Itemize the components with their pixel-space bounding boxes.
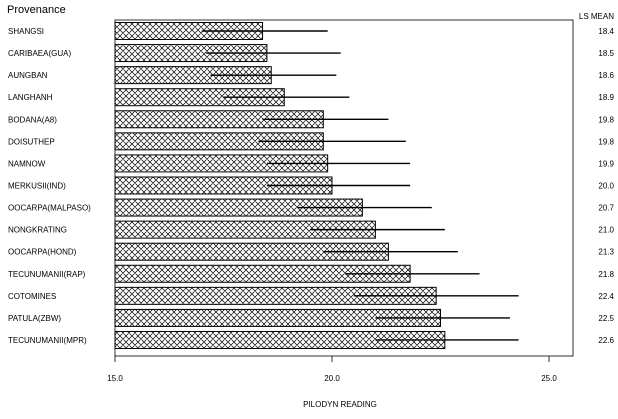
x-axis-label: PILODYN READING: [303, 400, 377, 409]
category-label: TECUNUMANII(MPR): [8, 336, 87, 345]
x-tick-label: 20.0: [324, 374, 340, 383]
ls-mean-value: 20.7: [598, 204, 614, 213]
category-label: COTOMINES: [8, 292, 56, 301]
ls-mean-value: 18.5: [598, 49, 614, 58]
ls-mean-value: 22.6: [598, 336, 614, 345]
category-label: PATULA(ZBW): [8, 314, 61, 323]
value-column-header: LS MEAN: [579, 12, 614, 21]
ls-mean-value: 19.8: [598, 115, 614, 124]
category-label: NONGKRATING: [8, 226, 67, 235]
ls-mean-value: 21.3: [598, 248, 614, 257]
ls-mean-value: 20.0: [598, 181, 614, 190]
category-label: LANGHANH: [8, 93, 53, 102]
category-label: CARIBAEA(GUA): [8, 49, 71, 58]
ls-mean-value: 22.4: [598, 292, 614, 301]
category-label: SHANGSI: [8, 27, 44, 36]
ls-mean-value: 19.8: [598, 137, 614, 146]
ls-mean-value: 18.6: [598, 71, 614, 80]
x-tick-label: 15.0: [107, 374, 123, 383]
category-label: MERKUSII(IND): [8, 181, 66, 190]
ls-mean-value: 21.0: [598, 226, 614, 235]
category-label: AUNGBAN: [8, 71, 48, 80]
ls-mean-value: 19.9: [598, 159, 614, 168]
ls-mean-value: 22.5: [598, 314, 614, 323]
category-label: DOISUTHEP: [8, 137, 55, 146]
chart-title: Provenance: [7, 4, 66, 16]
category-label: OOCARPA(MALPASO): [8, 204, 91, 213]
category-label: TECUNUMANII(RAP): [8, 270, 86, 279]
x-tick-label: 25.0: [541, 374, 557, 383]
category-label: NAMNOW: [8, 159, 46, 168]
category-label: BODANA(A8): [8, 115, 57, 124]
ls-mean-value: 18.9: [598, 93, 614, 102]
category-label: OOCARPA(HOND): [8, 248, 77, 257]
ls-mean-value: 21.8: [598, 270, 614, 279]
ls-mean-value: 18.4: [598, 27, 614, 36]
